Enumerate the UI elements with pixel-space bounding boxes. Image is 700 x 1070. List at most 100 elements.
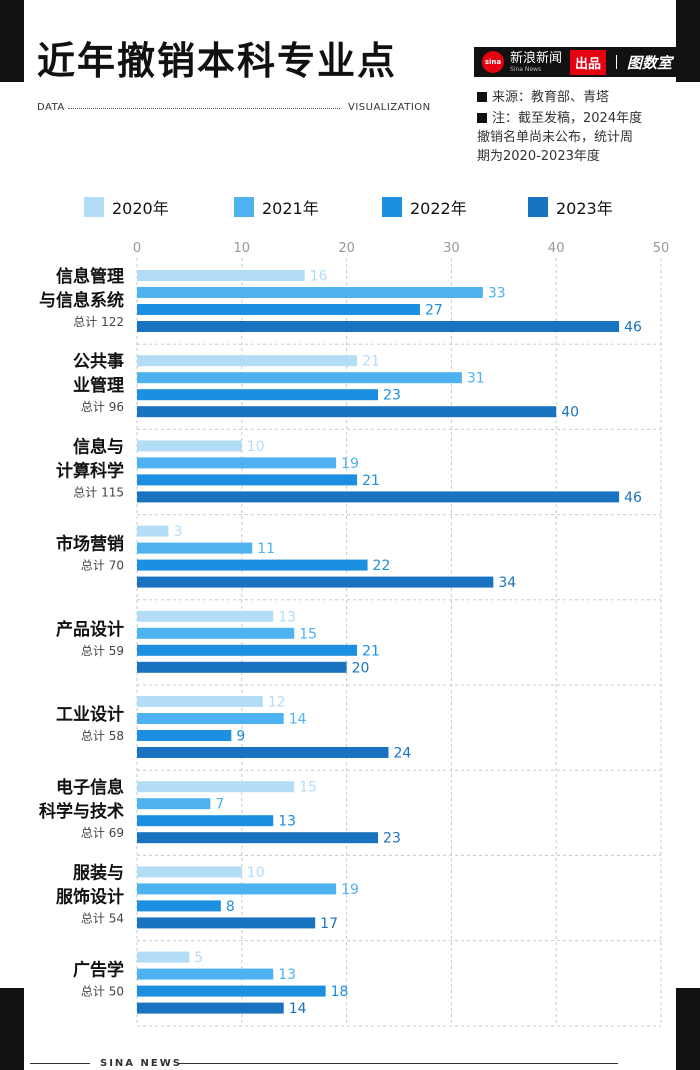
category-label: 工业设计	[56, 704, 124, 725]
bar	[137, 474, 358, 486]
bar	[137, 900, 221, 912]
bar	[137, 951, 190, 963]
data-label: 3	[173, 524, 182, 540]
data-label: 19	[341, 882, 359, 898]
category-label: 业管理	[73, 375, 124, 396]
legend-swatch	[528, 197, 548, 217]
bar	[137, 321, 620, 332]
category-total: 总计 122	[73, 315, 124, 329]
bar	[137, 985, 326, 997]
bar	[137, 968, 274, 980]
bar	[137, 610, 274, 622]
data-label: 7	[215, 797, 224, 813]
data-label: 13	[278, 967, 296, 983]
bar	[137, 287, 483, 298]
legend-item-2021: 2021年	[234, 195, 319, 219]
data-label: 9	[236, 729, 245, 745]
data-label: 17	[320, 916, 338, 932]
data-label: 10	[247, 439, 265, 455]
bar	[137, 355, 358, 367]
data-label: DATA	[37, 102, 65, 113]
bar	[137, 781, 295, 793]
data-label: 5	[194, 950, 203, 966]
bar	[137, 661, 347, 673]
bar	[137, 696, 263, 707]
data-label: 23	[383, 831, 401, 847]
data-label: 12	[268, 695, 286, 711]
bar	[137, 798, 211, 810]
data-label: 10	[247, 865, 265, 881]
category-label: 公共事	[73, 352, 124, 372]
legend-item-2023: 2023年	[528, 195, 613, 219]
data-label: 15	[299, 780, 317, 796]
bar	[137, 457, 337, 469]
bar	[137, 406, 557, 418]
legend-swatch	[234, 197, 254, 217]
data-label: 24	[394, 746, 412, 762]
category-total: 总计 69	[81, 826, 124, 840]
category-total: 总计 54	[81, 911, 124, 925]
category-label: 科学与技术	[39, 801, 124, 822]
x-tick-label: 30	[443, 241, 460, 256]
data-label: 19	[341, 456, 359, 472]
category-label: 产品设计	[56, 619, 124, 640]
category-total: 总计 70	[81, 559, 124, 573]
bar	[137, 525, 169, 537]
bar	[137, 1002, 284, 1014]
data-label: 23	[383, 388, 401, 404]
bar	[137, 542, 253, 554]
legend-swatch	[382, 197, 402, 217]
footer-label: SINA NEWS	[100, 1058, 182, 1069]
brand-name: 新浪新闻 Sina News	[510, 52, 562, 73]
corner-decoration-top-left	[0, 0, 24, 82]
category-label: 广告学	[73, 960, 124, 981]
data-label: 11	[257, 541, 275, 557]
footer-line-left	[30, 1063, 90, 1064]
category-label: 市场营销	[56, 534, 124, 555]
legend-label: 2021年	[262, 199, 319, 218]
data-label: 13	[278, 814, 296, 830]
data-label: 22	[373, 558, 391, 574]
data-label: 16	[310, 269, 328, 285]
data-label: 18	[331, 984, 349, 1000]
data-label: 27	[425, 303, 443, 319]
bar	[137, 747, 389, 758]
data-label: 31	[467, 371, 485, 387]
category-total: 总计 59	[81, 644, 124, 658]
chupin-badge: 出品	[570, 49, 607, 75]
x-tick-label: 10	[234, 241, 251, 256]
legend-label: 2023年	[556, 199, 613, 218]
square-bullet-icon	[477, 113, 487, 123]
data-label: 14	[289, 1001, 307, 1017]
category-label: 计算科学	[56, 460, 124, 481]
legend-item-2022: 2022年	[382, 195, 467, 219]
square-bullet-icon	[477, 92, 487, 102]
category-total: 总计 58	[81, 729, 124, 743]
category-label: 信息管理	[56, 266, 124, 287]
corner-decoration-bottom-left	[0, 988, 24, 1070]
bar	[137, 372, 462, 384]
x-tick-label: 0	[133, 241, 141, 256]
bar	[137, 270, 305, 281]
bar	[137, 713, 284, 724]
data-label: 46	[624, 320, 642, 336]
visualization-label: VISUALIZATION	[348, 102, 431, 113]
source-note: 来源：教育部、青塔	[477, 88, 609, 107]
data-label: 13	[278, 609, 296, 625]
data-label: 46	[624, 490, 642, 506]
page-title: 近年撤销本科专业点	[37, 39, 398, 83]
bar	[137, 644, 358, 656]
footnote: 注：截至发稿，2024年度 撤销名单尚未公布，统计周 期为2020-2023年度	[477, 111, 643, 164]
brand-bar: sina 新浪新闻 Sina News 出品 图数室	[474, 47, 694, 77]
x-tick-label: 40	[548, 241, 565, 256]
bar	[137, 440, 242, 452]
corner-decoration-bottom-right	[676, 988, 700, 1070]
category-label: 与信息系统	[39, 290, 124, 311]
bar	[137, 866, 242, 878]
bar	[137, 304, 420, 315]
category-label: 服饰设计	[56, 886, 124, 907]
bar	[137, 576, 494, 588]
legend-label: 2022年	[410, 199, 467, 218]
category-total: 总计 96	[81, 400, 124, 414]
